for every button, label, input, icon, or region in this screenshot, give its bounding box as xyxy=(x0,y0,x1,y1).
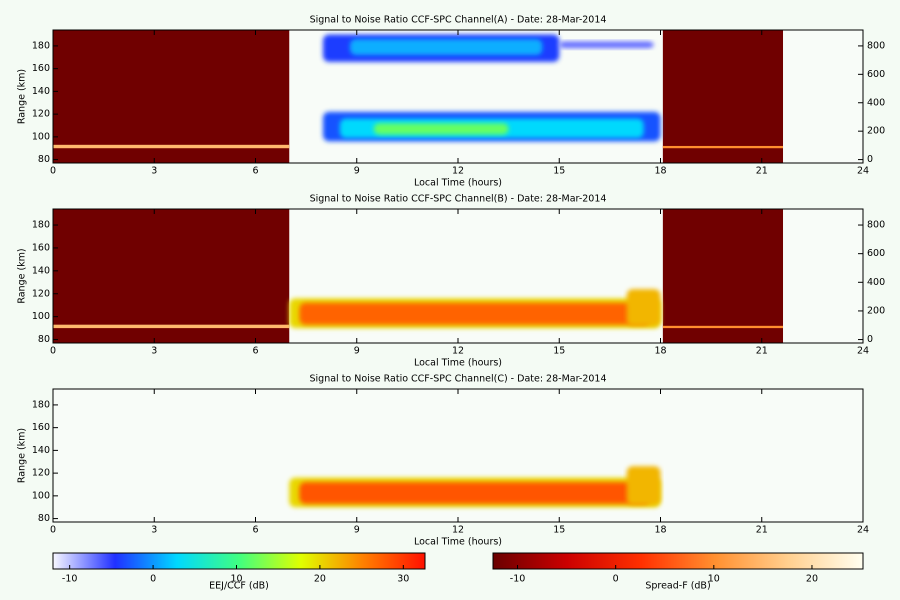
y-tick-label: 140 xyxy=(32,86,50,97)
x-tick-label: 18 xyxy=(654,166,666,177)
y2-tick-label: 0 xyxy=(867,154,873,165)
y-tick-label: 120 xyxy=(32,109,50,120)
x-tick-label: 18 xyxy=(654,525,666,536)
y2-tick-label: 800 xyxy=(867,40,885,51)
x-tick-label: 12 xyxy=(452,346,464,357)
panel-title: Signal to Noise Ratio CCF-SPC Channel(C)… xyxy=(310,374,607,385)
y2-tick-label: 400 xyxy=(867,277,885,288)
x-tick-label: 3 xyxy=(151,166,157,177)
x-axis-label: Local Time (hours) xyxy=(414,178,502,189)
y-tick-label: 100 xyxy=(32,490,50,501)
x-tick-label: 21 xyxy=(756,166,768,177)
x-axis-label: Local Time (hours) xyxy=(414,358,502,369)
y-axis-label: Range (km) xyxy=(17,248,28,303)
y2-tick-label: 400 xyxy=(867,97,885,108)
x-tick-label: 15 xyxy=(553,346,565,357)
y2-tick-label: 200 xyxy=(867,305,885,316)
x-tick-label: 0 xyxy=(50,346,56,357)
colorbar-tick-label: -10 xyxy=(510,574,526,585)
y2-tick-label: 600 xyxy=(867,248,885,259)
y-tick-label: 140 xyxy=(32,265,50,276)
x-tick-label: 21 xyxy=(756,525,768,536)
x-tick-label: 9 xyxy=(354,166,360,177)
eej-echo xyxy=(626,466,661,505)
panel: Signal to Noise Ratio CCF-SPC Channel(B)… xyxy=(17,194,886,369)
colorbar-label: Spread-F (dB) xyxy=(645,581,710,592)
data-layer xyxy=(53,30,784,163)
y-tick-label: 140 xyxy=(32,445,50,456)
y-tick-label: 160 xyxy=(32,63,50,74)
eej-echo xyxy=(373,123,509,135)
x-tick-label: 9 xyxy=(354,346,360,357)
y2-tick-label: 800 xyxy=(867,220,885,231)
x-tick-label: 3 xyxy=(151,525,157,536)
colorbar-tick-label: 20 xyxy=(314,574,326,585)
data-layer xyxy=(53,209,784,343)
spread-f-echo xyxy=(53,30,290,163)
y-tick-label: 180 xyxy=(32,399,50,410)
data-layer xyxy=(289,466,661,508)
x-tick-label: 21 xyxy=(756,346,768,357)
y-tick-label: 180 xyxy=(32,40,50,51)
y-axis-label: Range (km) xyxy=(17,428,28,483)
x-tick-label: 6 xyxy=(252,346,258,357)
x-tick-label: 9 xyxy=(354,525,360,536)
x-tick-label: 24 xyxy=(857,525,869,536)
x-tick-label: 3 xyxy=(151,346,157,357)
colorbar-tick-label: 20 xyxy=(806,574,818,585)
y-tick-label: 180 xyxy=(32,220,50,231)
x-axis-label: Local Time (hours) xyxy=(414,537,502,548)
colorbar-tick-label: -10 xyxy=(62,574,78,585)
y-tick-label: 80 xyxy=(38,513,50,524)
spread-f-echo xyxy=(662,209,784,343)
y2-tick-label: 200 xyxy=(867,126,885,137)
y-tick-label: 160 xyxy=(32,422,50,433)
spread-f-echo xyxy=(53,144,290,149)
spread-f-echo xyxy=(662,145,784,149)
colorbar-tick-label: 0 xyxy=(613,574,619,585)
colorbar-label: EEJ/CCF (dB) xyxy=(209,581,269,592)
x-tick-label: 6 xyxy=(252,525,258,536)
y-tick-label: 120 xyxy=(32,288,50,299)
x-tick-label: 24 xyxy=(857,166,869,177)
x-tick-label: 6 xyxy=(252,166,258,177)
spread-f-echo xyxy=(662,30,784,163)
y-tick-label: 120 xyxy=(32,468,50,479)
colorbar xyxy=(492,552,864,570)
y-tick-label: 160 xyxy=(32,242,50,253)
x-tick-label: 24 xyxy=(857,346,869,357)
spread-f-echo xyxy=(53,209,290,343)
y2-tick-label: 600 xyxy=(867,69,885,80)
colorbar xyxy=(52,552,426,570)
y-axis-label: Range (km) xyxy=(17,69,28,124)
x-tick-label: 12 xyxy=(452,525,464,536)
panel: Signal to Noise Ratio CCF-SPC Channel(C)… xyxy=(17,374,870,548)
x-tick-label: 18 xyxy=(654,346,666,357)
colorbar-tick-label: 10 xyxy=(230,574,242,585)
x-tick-label: 0 xyxy=(50,166,56,177)
y2-tick-label: 0 xyxy=(867,334,873,345)
x-tick-label: 15 xyxy=(553,525,565,536)
y-tick-label: 80 xyxy=(38,334,50,345)
colorbar-tick-label: 30 xyxy=(397,574,409,585)
eej-echo xyxy=(299,302,651,325)
eej-echo xyxy=(626,289,661,326)
eej-echo xyxy=(559,41,654,49)
spread-f-echo xyxy=(662,325,784,329)
y-tick-label: 80 xyxy=(38,154,50,165)
panel-title: Signal to Noise Ratio CCF-SPC Channel(B)… xyxy=(310,194,607,205)
eej-echo xyxy=(350,39,543,56)
x-tick-label: 15 xyxy=(553,166,565,177)
spread-f-echo xyxy=(53,324,290,329)
x-tick-label: 0 xyxy=(50,525,56,536)
panel: Signal to Noise Ratio CCF-SPC Channel(A)… xyxy=(17,15,886,189)
colorbar-tick-label: 10 xyxy=(708,574,720,585)
colorbar-tick-label: 0 xyxy=(150,574,156,585)
y-tick-label: 100 xyxy=(32,131,50,142)
y-tick-label: 100 xyxy=(32,311,50,322)
panel-title: Signal to Noise Ratio CCF-SPC Channel(A)… xyxy=(310,15,607,26)
x-tick-label: 12 xyxy=(452,166,464,177)
eej-echo xyxy=(299,482,651,504)
